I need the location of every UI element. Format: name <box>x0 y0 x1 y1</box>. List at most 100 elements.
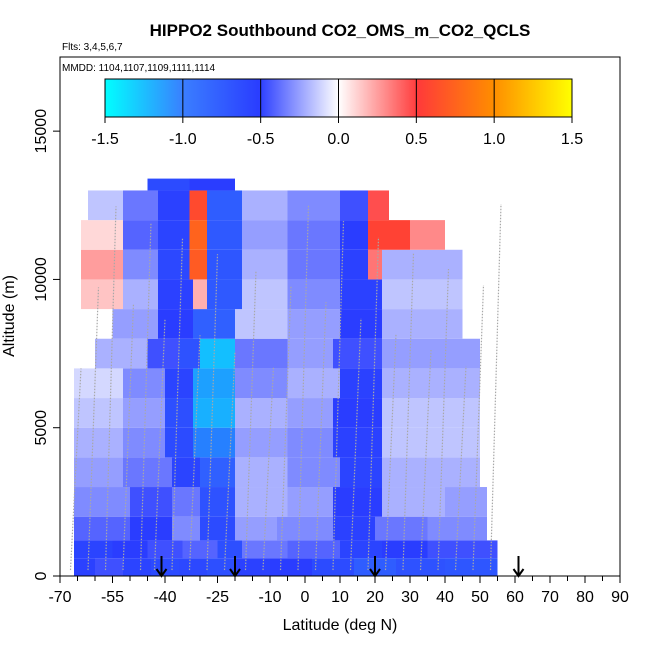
heatmap-cell <box>382 249 463 280</box>
profile-trace <box>349 318 362 571</box>
heatmap-cell <box>147 540 183 559</box>
profile-trace <box>297 205 310 571</box>
x-axis-label: Latitude (deg N) <box>283 617 398 634</box>
heatmap-cell <box>165 427 193 458</box>
heatmap-cell <box>200 487 235 517</box>
y-tick-label: 0 <box>33 571 50 580</box>
profile-trace <box>279 286 292 571</box>
heatmap-cell <box>333 516 375 541</box>
heatmap-cell <box>95 558 123 576</box>
heatmap-cell <box>147 178 190 191</box>
heatmap-cell <box>287 368 340 399</box>
profile-trace <box>122 303 135 571</box>
heatmap-cell <box>382 398 480 428</box>
heatmap-cell <box>74 427 123 458</box>
colorbar-tick-label: 0.5 <box>405 131 427 148</box>
heatmap-cell <box>287 249 340 280</box>
heatmap-cell <box>74 540 113 559</box>
x-tick-label: 90 <box>611 589 629 606</box>
heatmap-cell <box>81 249 123 280</box>
heatmap-cell <box>368 190 389 221</box>
x-tick-label: -10 <box>258 589 281 606</box>
heatmap-cell <box>235 368 288 399</box>
profile-trace <box>104 206 117 571</box>
y-axis: 0 5000 10000 15000 <box>33 57 61 580</box>
heatmap-cell <box>242 190 288 221</box>
heatmap-cell <box>95 338 148 369</box>
heatmap-cell <box>382 487 445 517</box>
x-tick-label: -40 <box>153 589 176 606</box>
chart-date-label: MMDD: 1104,1107,1109,1111,1114 <box>62 63 216 74</box>
heatmap-cell <box>382 368 480 399</box>
heatmap-cell <box>312 558 354 576</box>
profile-trace <box>139 222 152 571</box>
heatmap-cell <box>123 558 151 576</box>
x-tick-label: 30 <box>401 589 419 606</box>
y-tick-label: 10000 <box>33 257 50 302</box>
profile-trace <box>472 284 485 571</box>
flight-profiles <box>69 203 502 571</box>
heatmap-cell <box>123 249 158 280</box>
profile-trace <box>87 287 100 571</box>
heatmap-cell <box>333 427 382 458</box>
heatmap-cell <box>410 220 445 250</box>
heatmap-cell <box>242 279 288 310</box>
heatmap-cell <box>287 487 333 517</box>
heatmap-cell <box>172 487 200 517</box>
heatmap-cell <box>287 540 340 559</box>
profile-trace <box>384 334 397 571</box>
heatmap-cell <box>207 220 242 250</box>
heatmap-cell <box>340 540 382 559</box>
heatmap-cell <box>235 338 288 369</box>
heatmap-cell <box>235 457 288 488</box>
heatmap-cell <box>382 540 428 559</box>
x-tick-label: 10 <box>331 589 349 606</box>
profile-trace <box>489 203 502 571</box>
colorbar-tick-label: 1.5 <box>561 131 583 148</box>
heatmap-cell <box>189 178 235 191</box>
heatmap-cell <box>74 457 123 488</box>
heatmap-cell <box>207 279 242 310</box>
heatmap-cell <box>382 279 463 310</box>
y-axis-label: Altitude (m) <box>1 275 18 357</box>
heatmap-cell <box>158 190 190 221</box>
profile-trace <box>332 221 345 571</box>
heatmap-cell <box>158 249 190 280</box>
heatmap-cell <box>242 220 288 250</box>
profile-trace <box>314 302 327 571</box>
x-tick-label: 40 <box>436 589 454 606</box>
heatmap-cell <box>340 368 382 399</box>
heatmap-cell <box>235 427 288 458</box>
heatmap-cells <box>74 178 498 576</box>
heatmap-cell <box>396 558 445 576</box>
heatmap-cell <box>277 516 333 541</box>
profile-trace <box>69 368 82 571</box>
x-tick-label: 60 <box>506 589 524 606</box>
profile-trace <box>171 238 184 571</box>
heatmap-cell <box>287 279 340 310</box>
heatmap-cell <box>189 249 207 280</box>
heatmap-cell <box>242 249 288 280</box>
heatmap-cell <box>74 487 130 517</box>
heatmap-cell <box>207 190 242 221</box>
heatmap-cell <box>340 220 368 250</box>
heatmap-cell <box>158 220 190 250</box>
heatmap-cell <box>179 338 200 369</box>
heatmap-cell <box>333 487 382 517</box>
chart-title: HIPPO2 Southbound CO2_OMS_m_CO2_QCLS <box>150 21 531 40</box>
heatmap-cell <box>200 516 235 541</box>
heatmap-cell <box>217 540 242 559</box>
y-tick-label: 15000 <box>33 109 50 154</box>
colorbar-tick-label: -0.5 <box>247 131 275 148</box>
heatmap-cell <box>123 368 165 399</box>
heatmap-cell <box>189 190 207 221</box>
heatmap-cell <box>158 309 193 339</box>
x-axis: -70 -55 -40 -25 -10 0 10 20 30 40 50 60 70 80 90 <box>48 575 629 606</box>
heatmap-cell <box>193 279 207 310</box>
heatmap-cell <box>74 398 123 428</box>
profile-trace <box>262 367 275 571</box>
heatmap-cell <box>287 398 333 428</box>
colorbar-tick-label: 0.0 <box>327 131 349 148</box>
heatmap-cell <box>340 190 368 221</box>
